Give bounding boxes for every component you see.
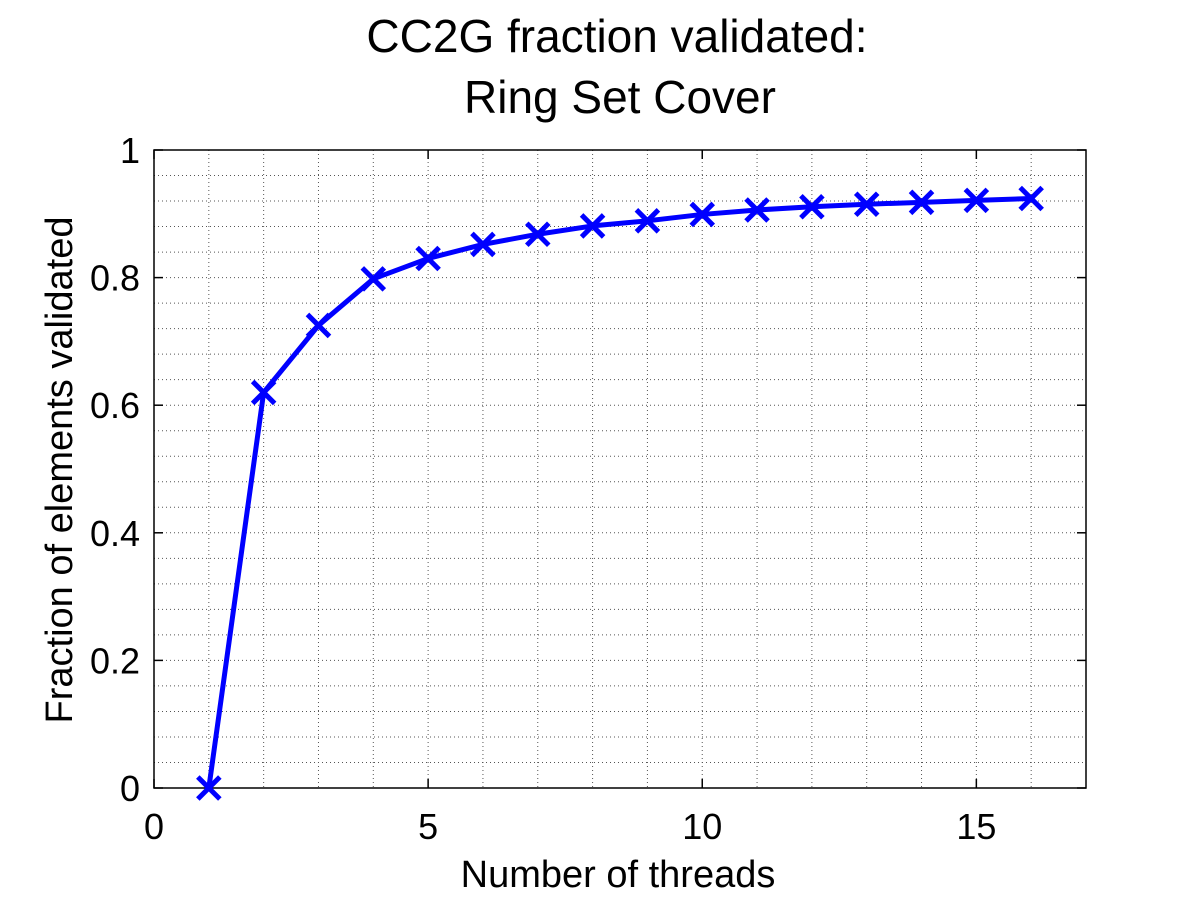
y-tick-label: 0.6 [90,385,140,426]
y-tick-label: 0.2 [90,640,140,681]
data-point-marker [744,197,770,223]
chart-title-line-1: CC2G fraction validated: [366,10,867,62]
data-point-marker [579,213,606,239]
data-point-marker [908,189,935,216]
grid [154,150,1086,788]
data-point-marker [250,379,277,406]
data-point-marker [196,775,222,801]
data-point-marker [634,208,661,234]
data-point-marker [305,312,332,339]
y-axis-label: Fraction of elements validated [39,217,81,724]
data-point-marker [689,201,716,228]
series [196,185,1044,801]
x-tick-label: 0 [144,806,164,847]
data-point-marker [1018,185,1044,212]
chart-title-line-2: Ring Set Cover [464,71,776,123]
data-point-marker [963,187,990,214]
y-tick-label: 0 [120,768,140,809]
data-point-marker [524,221,551,247]
data-point-marker [470,231,496,258]
data-point-marker [360,266,387,292]
data-point-marker [415,245,441,272]
x-axis-label: Number of threads [461,854,776,896]
data-point-marker [853,191,880,217]
x-tick-label: 15 [956,806,996,847]
x-tick-label: 5 [418,806,438,847]
x-tick-label: 10 [682,806,722,847]
y-tick-label: 1 [120,130,140,171]
plot-area-frame [153,149,1087,789]
axis-ticks: 0 5 10 15 0 0.2 0.4 0.6 0.8 1 [90,130,1086,847]
y-tick-label: 0.8 [90,258,140,299]
data-point-marker [799,194,825,220]
y-tick-label: 0.4 [90,513,140,554]
series-line [206,195,1032,789]
